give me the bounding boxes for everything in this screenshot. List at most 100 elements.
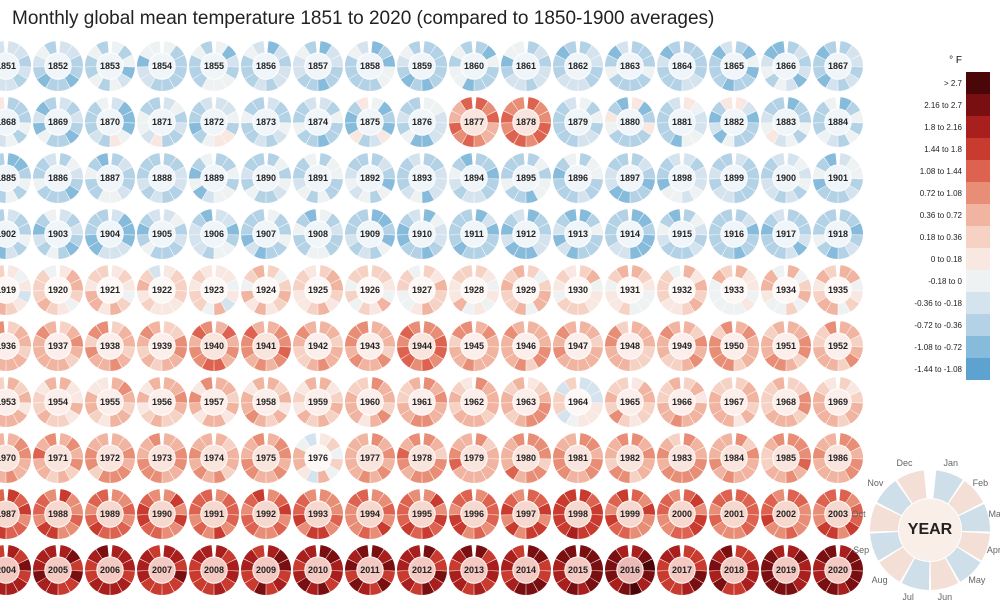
year-donut: 1895 [500,152,552,204]
year-donut: 1903 [32,208,84,260]
year-donut: 1867 [812,40,864,92]
year-donut: 1982 [604,432,656,484]
year-donut: 1919 [0,264,32,316]
year-donut: 1979 [448,432,500,484]
year-donut: 1940 [188,320,240,372]
year-donut: 1934 [760,264,812,316]
year-donut: 1905 [136,208,188,260]
year-donut: 1916 [708,208,760,260]
year-donut: 2017 [656,544,708,596]
legend-label: 2.16 to 2.7 [924,101,966,110]
year-donut: 1973 [136,432,188,484]
month-key-wheel: YEAR JanFebMarAprMayJunJulAugSepOctNovDe… [860,460,1000,600]
year-donut: 2005 [32,544,84,596]
keywheel-month-label: Apr [987,545,1000,555]
year-donut: 1948 [604,320,656,372]
year-donut: 1853 [84,40,136,92]
keywheel-month-label: Jul [902,592,914,600]
legend-row: 0.36 to 0.72 [900,204,990,226]
year-donut: 1983 [656,432,708,484]
legend-row: -0.72 to -0.36 [900,314,990,336]
year-donut: 1876 [396,96,448,148]
legend-swatch [966,94,990,116]
year-donut: 1917 [760,208,812,260]
year-donut: 1898 [656,152,708,204]
legend-label: 0 to 0.18 [931,255,966,264]
year-donut: 1993 [292,488,344,540]
legend-row: -1.44 to -1.08 [900,358,990,380]
year-donut: 1928 [448,264,500,316]
year-donut: 1888 [136,152,188,204]
year-donut: 1999 [604,488,656,540]
year-donut: 1890 [240,152,292,204]
year-donut: 1901 [812,152,864,204]
legend-row: > 2.7 [900,72,990,94]
year-donut: 1981 [552,432,604,484]
year-donut: 1873 [240,96,292,148]
year-donut: 1974 [188,432,240,484]
year-donut: 2012 [396,544,448,596]
year-donut: 2011 [344,544,396,596]
year-donut: 1879 [552,96,604,148]
year-donut: 1918 [812,208,864,260]
year-donut: 1925 [292,264,344,316]
year-donut: 1862 [552,40,604,92]
year-donut: 1897 [604,152,656,204]
year-donut: 1911 [448,208,500,260]
year-donut: 1896 [552,152,604,204]
year-donut: 2014 [500,544,552,596]
year-donut: 2013 [448,544,500,596]
legend-swatch [966,116,990,138]
year-donut: 1869 [32,96,84,148]
year-donut: 1878 [500,96,552,148]
year-donut: 1909 [344,208,396,260]
year-donut: 1852 [32,40,84,92]
year-donut: 1904 [84,208,136,260]
year-donut: 1942 [292,320,344,372]
year-donut: 1933 [708,264,760,316]
year-donut: 1947 [552,320,604,372]
year-donut: 1966 [656,376,708,428]
year-donut: 1906 [188,208,240,260]
year-donut: 1939 [136,320,188,372]
color-legend: ° F > 2.72.16 to 2.71.8 to 2.161.44 to 1… [900,55,990,380]
year-donut: 2000 [656,488,708,540]
year-donut: 2010 [292,544,344,596]
year-donut: 1932 [656,264,708,316]
legend-label: 1.8 to 2.16 [924,123,966,132]
year-donut: 1931 [604,264,656,316]
year-donut: 1920 [32,264,84,316]
year-donut: 1922 [136,264,188,316]
year-donut: 1954 [32,376,84,428]
year-donut: 1855 [188,40,240,92]
year-donut: 2008 [188,544,240,596]
year-donut: 1877 [448,96,500,148]
year-donut: 1957 [188,376,240,428]
year-donut: 1990 [136,488,188,540]
year-donut: 2006 [84,544,136,596]
year-donut: 1908 [292,208,344,260]
year-donut: 1950 [708,320,760,372]
legend-row: 2.16 to 2.7 [900,94,990,116]
keywheel-month-label: Oct [852,509,866,519]
year-donut: 1967 [708,376,760,428]
legend-row: 1.08 to 1.44 [900,160,990,182]
year-donut: 1914 [604,208,656,260]
year-donut: 1926 [344,264,396,316]
legend-swatch [966,270,990,292]
year-donut: 1854 [136,40,188,92]
year-donut: 1953 [0,376,32,428]
keywheel-month-label: Nov [867,478,883,488]
year-donut: 2019 [760,544,812,596]
year-donut: 1958 [240,376,292,428]
year-donut: 1963 [500,376,552,428]
year-donut: 1891 [292,152,344,204]
keywheel-month-label: May [968,575,985,585]
legend-swatch [966,72,990,94]
legend-swatch [966,182,990,204]
year-donut: 1978 [396,432,448,484]
year-donut: 1936 [0,320,32,372]
legend-label: 0.72 to 1.08 [920,189,966,198]
year-donut: 1995 [396,488,448,540]
year-donut: 1945 [448,320,500,372]
